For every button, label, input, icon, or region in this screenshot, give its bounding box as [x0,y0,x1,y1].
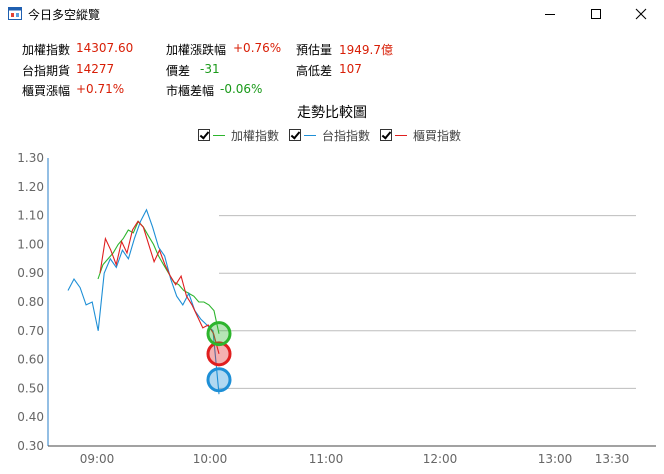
y-tick-label: 0.80 [17,295,44,309]
maximize-button[interactable] [573,0,619,28]
end-marker-2 [206,341,232,367]
legend-label-otc: 櫃買指數 [413,128,462,143]
series-line-0 [97,220,220,334]
chart-title: 走勢比較圖 [297,105,367,121]
maximize-icon [591,9,601,19]
otc-change-value: +0.71% [76,82,125,96]
volume-label: 預估量 [296,43,333,57]
x-tick-label: 13:00 [538,452,573,466]
futures-value: 14277 [76,62,115,76]
end-marker-0 [206,321,232,347]
spread-value: -31 [200,62,220,76]
taiex-value: 14307.60 [76,41,134,55]
taiex-checkbox[interactable] [198,129,210,141]
taiex-change-label: 加權漲跌幅 [166,43,227,57]
y-tick-label: 1.30 [17,151,44,165]
legend-item-taiex: 加權指數 [198,127,279,144]
taiex-label: 加權指數 [22,43,71,57]
series-line-2 [99,220,220,354]
otc-change-label: 櫃買漲幅 [22,84,71,98]
y-tick-label: 0.30 [17,439,44,453]
end-marker-1 [206,367,232,393]
legend-item-otc: 櫃買指數 [380,127,461,144]
legend-label-taiex: 加權指數 [231,128,280,143]
highlow-label: 高低差 [296,64,333,78]
taiex-change-value: +0.76% [233,41,282,55]
x-tick-label: 12:00 [423,452,458,466]
series-line-1 [67,208,220,395]
y-tick-label: 1.10 [17,209,44,223]
app-window-icon [8,7,22,20]
y-tick-label: 0.40 [17,410,44,424]
taiex-swatch [213,134,225,136]
x-tick-label: 13:30 [595,452,630,466]
otc-diff-value: -0.06% [220,82,263,96]
highlow-value: 107 [339,62,362,76]
futures-checkbox[interactable] [289,129,302,141]
otc-checkbox[interactable] [380,129,393,141]
title-bar: 今日多空縱覽 [0,0,664,28]
x-tick-label: 09:00 [80,452,115,466]
spread-label: 價差 [166,64,191,78]
futures-swatch [304,134,317,136]
otc-swatch [395,134,408,136]
chart-legend: 加權指數 台指指數 櫃買指數 [198,127,471,143]
legend-item-futures: 台指指數 [289,127,370,144]
x-tick-label: 10:00 [193,452,228,466]
y-tick-label: 0.50 [17,381,44,395]
y-tick-label: 1.20 [17,180,44,194]
otc-diff-label: 市櫃差幅 [166,84,215,98]
minimize-button[interactable] [527,0,573,28]
legend-label-futures: 台指指數 [322,128,371,143]
trend-chart: 1.30 1.20 1.10 1.00 0.90 0.80 0.70 0.60 0.50 0.40… [17,151,656,466]
y-tick-label: 1.00 [17,237,44,251]
x-tick-label: 11:00 [309,452,344,466]
window-title: 今日多空縱覽 [28,8,101,22]
y-tick-label: 0.90 [17,266,44,280]
futures-label: 台指期貨 [22,64,71,78]
volume-value: 1949.7億 [339,43,393,57]
minimize-icon [545,14,555,15]
close-button[interactable] [618,0,664,28]
close-icon [635,8,647,20]
y-tick-label: 0.60 [17,353,44,367]
stats-panel: 加權指數 14307.60 加權漲跌幅 +0.76% 預估量 1949.7億 台… [0,0,664,100]
y-tick-label: 0.70 [17,324,44,338]
